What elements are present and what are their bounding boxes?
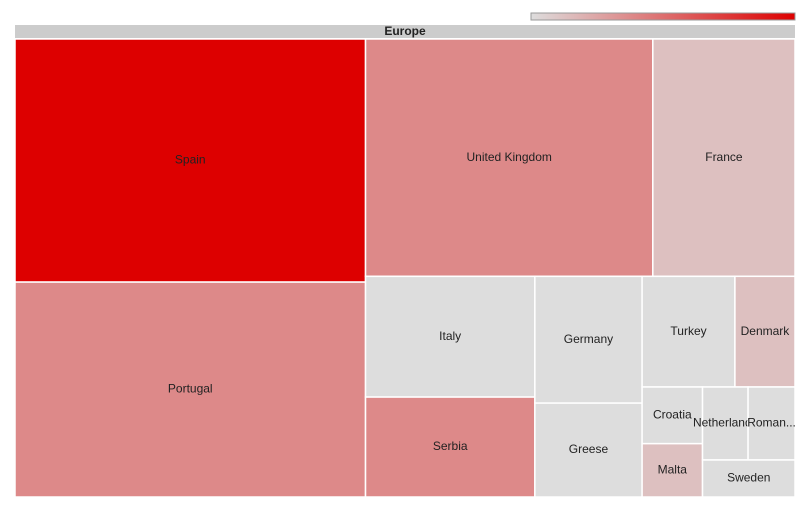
tile[interactable] — [364, 275, 536, 398]
tile-label: France — [705, 150, 743, 164]
tile[interactable] — [641, 275, 736, 388]
tile-label: Greese — [569, 442, 609, 456]
tile-label: Sweden — [727, 471, 770, 485]
tile[interactable] — [364, 396, 536, 498]
tile-label: Denmark — [741, 324, 791, 338]
color-scale — [530, 12, 796, 21]
tile[interactable] — [14, 281, 367, 498]
tile[interactable] — [641, 442, 704, 498]
tile[interactable] — [701, 459, 796, 498]
tile[interactable] — [641, 386, 704, 445]
tile-label: United Kingdom — [466, 150, 551, 164]
tile[interactable] — [652, 38, 796, 278]
tile-label: Spain — [175, 153, 206, 167]
tile-label: Italy — [439, 329, 461, 343]
root-header[interactable] — [15, 25, 795, 38]
tile-label: Germany — [564, 332, 613, 346]
tile-label: Serbia — [433, 439, 468, 453]
tile-label: Malta — [658, 463, 688, 477]
tile-label: Portugal — [168, 382, 213, 396]
tile[interactable] — [747, 386, 796, 461]
tile[interactable] — [534, 275, 643, 404]
tile-label: Roman... — [747, 416, 796, 430]
tile-label: Netherlands — [693, 416, 758, 430]
tile[interactable] — [534, 402, 643, 498]
root-label: Europe — [384, 24, 426, 38]
tile-label: Croatia — [653, 407, 692, 421]
tile[interactable] — [701, 386, 749, 461]
tile-label: Turkey — [670, 324, 706, 338]
